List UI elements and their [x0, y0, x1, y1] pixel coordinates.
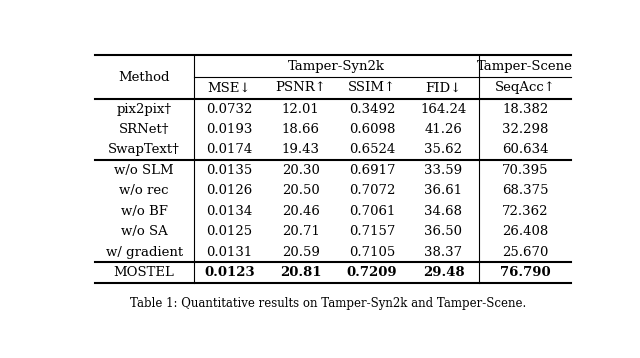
Text: 0.6917: 0.6917 [349, 164, 396, 177]
Text: 164.24: 164.24 [420, 103, 467, 116]
Text: w/ gradient: w/ gradient [106, 246, 183, 258]
Text: 0.0134: 0.0134 [206, 205, 252, 218]
Text: 34.68: 34.68 [424, 205, 463, 218]
Text: Table 1: Quantitative results on Tamper-Syn2k and Tamper-Scene.: Table 1: Quantitative results on Tamper-… [130, 297, 526, 310]
Text: 72.362: 72.362 [502, 205, 548, 218]
Text: 20.59: 20.59 [282, 246, 319, 258]
Text: 0.7209: 0.7209 [347, 266, 397, 279]
Text: 68.375: 68.375 [502, 184, 548, 197]
Text: 33.59: 33.59 [424, 164, 463, 177]
Text: 18.66: 18.66 [282, 123, 319, 136]
Text: 26.408: 26.408 [502, 225, 548, 238]
Text: SRNet†: SRNet† [119, 123, 170, 136]
Text: Method: Method [118, 71, 170, 84]
Text: MOSTEL: MOSTEL [114, 266, 175, 279]
Text: 0.0174: 0.0174 [206, 144, 252, 156]
Text: 0.6524: 0.6524 [349, 144, 395, 156]
Text: 0.0125: 0.0125 [206, 225, 252, 238]
Text: 70.395: 70.395 [502, 164, 548, 177]
Text: 38.37: 38.37 [424, 246, 463, 258]
Text: w/o rec: w/o rec [120, 184, 169, 197]
Text: 20.46: 20.46 [282, 205, 319, 218]
Text: SwapText†: SwapText† [108, 144, 180, 156]
Text: 20.71: 20.71 [282, 225, 319, 238]
Text: PSNR↑: PSNR↑ [275, 82, 326, 95]
Text: w/o SA: w/o SA [121, 225, 168, 238]
Text: 29.48: 29.48 [422, 266, 464, 279]
Text: 0.7157: 0.7157 [349, 225, 396, 238]
Text: 0.7105: 0.7105 [349, 246, 395, 258]
Text: 0.0135: 0.0135 [206, 164, 252, 177]
Text: 20.81: 20.81 [280, 266, 321, 279]
Text: 0.0126: 0.0126 [206, 184, 252, 197]
Text: 0.0732: 0.0732 [206, 103, 252, 116]
Text: 0.0193: 0.0193 [206, 123, 252, 136]
Text: 18.382: 18.382 [502, 103, 548, 116]
Text: 25.670: 25.670 [502, 246, 548, 258]
Text: 20.50: 20.50 [282, 184, 319, 197]
Text: FID↓: FID↓ [426, 82, 461, 95]
Text: 19.43: 19.43 [282, 144, 319, 156]
Text: 76.790: 76.790 [500, 266, 550, 279]
Text: SeqAcc↑: SeqAcc↑ [495, 82, 556, 95]
Text: SSIM↑: SSIM↑ [348, 82, 396, 95]
Text: 60.634: 60.634 [502, 144, 548, 156]
Text: 36.61: 36.61 [424, 184, 463, 197]
Text: 41.26: 41.26 [424, 123, 463, 136]
Text: 12.01: 12.01 [282, 103, 319, 116]
Text: 20.30: 20.30 [282, 164, 319, 177]
Text: pix2pix†: pix2pix† [116, 103, 172, 116]
Text: 0.7061: 0.7061 [349, 205, 396, 218]
Text: 0.0131: 0.0131 [206, 246, 252, 258]
Text: 0.0123: 0.0123 [204, 266, 255, 279]
Text: 0.6098: 0.6098 [349, 123, 396, 136]
Text: w/o SLM: w/o SLM [115, 164, 174, 177]
Text: 0.7072: 0.7072 [349, 184, 396, 197]
Text: Tamper-Syn2k: Tamper-Syn2k [288, 60, 385, 73]
Text: 36.50: 36.50 [424, 225, 463, 238]
Text: Tamper-Scene: Tamper-Scene [477, 60, 573, 73]
Text: 32.298: 32.298 [502, 123, 548, 136]
Text: MSE↓: MSE↓ [207, 82, 251, 95]
Text: w/o BF: w/o BF [121, 205, 168, 218]
Text: 0.3492: 0.3492 [349, 103, 396, 116]
Text: 35.62: 35.62 [424, 144, 463, 156]
